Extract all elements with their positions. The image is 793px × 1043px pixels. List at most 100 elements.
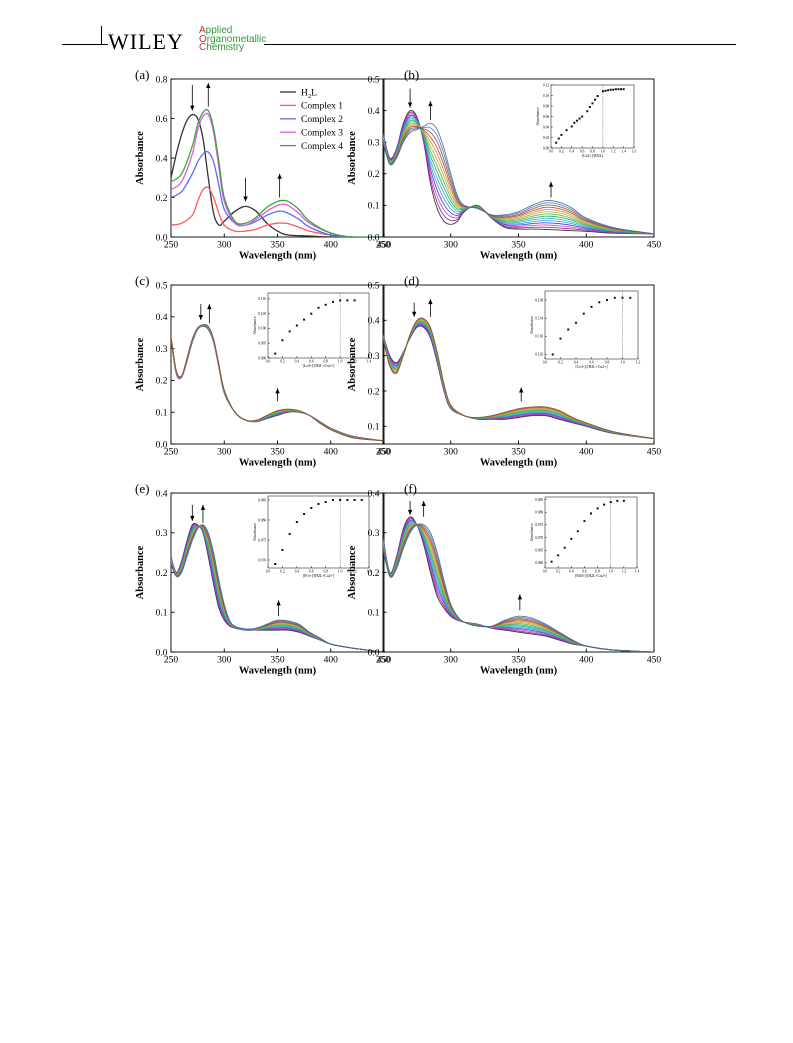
y-tick-label: 0.5 — [368, 281, 380, 291]
x-tick-label: 1.6 — [632, 150, 637, 154]
inset-point — [288, 533, 291, 535]
x-tick-label: 0.4 — [569, 570, 574, 574]
y-axis-label: Absorbance — [135, 545, 146, 599]
y-tick-label: 0.5 — [156, 281, 168, 291]
inset-point — [582, 312, 585, 315]
inset-frame — [544, 290, 639, 360]
x-axis-label: [Nd3+]/[H2L+Cu2+] — [575, 574, 607, 578]
x-tick-label: 0.8 — [595, 570, 600, 574]
inset-point — [617, 88, 620, 91]
titration-curve — [171, 324, 384, 442]
arrow-down-icon — [243, 196, 248, 202]
y-tick-label: 0.2 — [156, 377, 168, 387]
x-tick-label: 250 — [164, 241, 179, 251]
y-tick-label: 0.0 — [156, 648, 168, 658]
titration-curve — [383, 124, 654, 235]
inset-point — [551, 353, 554, 356]
series-line-complex-4 — [171, 108, 384, 237]
y-tick-label: 0.080 — [535, 510, 543, 514]
titration-curve — [383, 126, 654, 235]
inset-point — [609, 88, 612, 91]
arrow-up-icon — [206, 82, 211, 88]
x-axis-label: [Pr3+]/[H2L+Cu2+] — [303, 574, 334, 578]
inset-point — [295, 324, 298, 327]
inset-point — [346, 499, 349, 501]
inset-point — [559, 337, 562, 340]
x-tick-label: 300 — [217, 656, 232, 666]
y-tick-label: 0.06 — [543, 115, 549, 119]
x-tick-label: 0.8 — [590, 150, 595, 154]
y-tick-label: 0.0 — [156, 440, 168, 450]
x-tick-label: 1.0 — [338, 570, 343, 574]
inset-point — [331, 499, 334, 501]
inset-point — [310, 312, 313, 315]
y-tick-label: 0.4 — [368, 317, 380, 327]
inset-point — [563, 546, 566, 549]
titration-curve — [383, 109, 654, 235]
y-tick-label: 0.3 — [368, 352, 380, 362]
x-tick-label: 400 — [579, 241, 594, 251]
titration-curve — [383, 523, 654, 652]
x-tick-label: 0.2 — [280, 570, 285, 574]
journal-name: Applied Organometallic Chemistry — [199, 26, 266, 53]
x-tick-label: 350 — [270, 656, 285, 666]
y-tick-label: 0.070 — [535, 536, 543, 540]
inset-point — [353, 499, 356, 501]
inset-point — [557, 137, 560, 140]
x-axis-label: Wavelength (nm) — [239, 251, 317, 262]
x-tick-label: 250 — [376, 656, 391, 666]
y-tick-label: 0.4 — [156, 313, 168, 323]
inset-point — [613, 296, 616, 299]
panel-label: (c) — [135, 273, 149, 288]
x-axis-label: Wavelength (nm) — [480, 458, 558, 469]
x-axis-label: Wavelength (nm) — [239, 666, 317, 677]
y-axis-label: Absorbance — [347, 545, 358, 599]
plot-area — [171, 522, 384, 652]
arrow-down-icon — [198, 314, 204, 320]
arrow-up-icon — [517, 594, 523, 600]
y-tick-label: 0.075 — [535, 523, 543, 527]
inset-point — [581, 115, 584, 118]
x-axis-label: [Cu2+]/[H2L] — [582, 154, 604, 158]
y-tick-label: 0.4 — [156, 489, 168, 499]
inset-frame — [267, 495, 370, 569]
y-tick-label: 0.095 — [258, 341, 266, 345]
x-axis-label: Wavelength (nm) — [480, 251, 558, 262]
y-tick-label: 0.6 — [156, 115, 168, 125]
inset-point — [324, 501, 327, 503]
titration-curve — [383, 113, 654, 235]
y-tick-label: 0.3 — [156, 529, 168, 539]
inset-point — [591, 102, 594, 105]
inset-point — [586, 110, 589, 113]
x-tick-label: 450 — [647, 656, 662, 666]
y-tick-label: 0.1 — [156, 409, 168, 419]
inset-point — [317, 503, 320, 505]
panel-label: (e) — [135, 481, 149, 496]
inset-point — [590, 512, 592, 515]
y-tick-label: 0.4 — [368, 489, 380, 499]
inset-point — [288, 330, 291, 333]
inset-point — [360, 499, 363, 501]
plot-area — [171, 324, 384, 442]
y-tick-label: 0.4 — [156, 154, 168, 164]
inset-point — [573, 121, 576, 124]
x-tick-label: 1.0 — [601, 150, 606, 154]
x-tick-label: 450 — [647, 241, 662, 251]
y-tick-label: 0.138 — [535, 298, 543, 302]
x-tick-label: 1.2 — [636, 361, 641, 365]
titration-curve — [383, 127, 654, 235]
y-tick-label: 0.02 — [543, 136, 549, 140]
y-tick-label: 0.1 — [368, 202, 380, 212]
series-line-complex-3 — [171, 112, 384, 237]
inset-point — [612, 88, 615, 91]
x-tick-label: 0.2 — [559, 150, 564, 154]
arrow-up-icon — [277, 173, 282, 179]
x-tick-label: 1.0 — [338, 360, 343, 364]
x-tick-label: 1.4 — [635, 570, 640, 574]
y-tick-label: 0.2 — [368, 569, 380, 579]
inset-frame — [544, 496, 638, 569]
y-tick-label: 0.12 — [543, 83, 549, 87]
y-tick-label: 0.2 — [156, 569, 168, 579]
inset-point — [583, 520, 586, 523]
inset-point — [346, 299, 349, 302]
